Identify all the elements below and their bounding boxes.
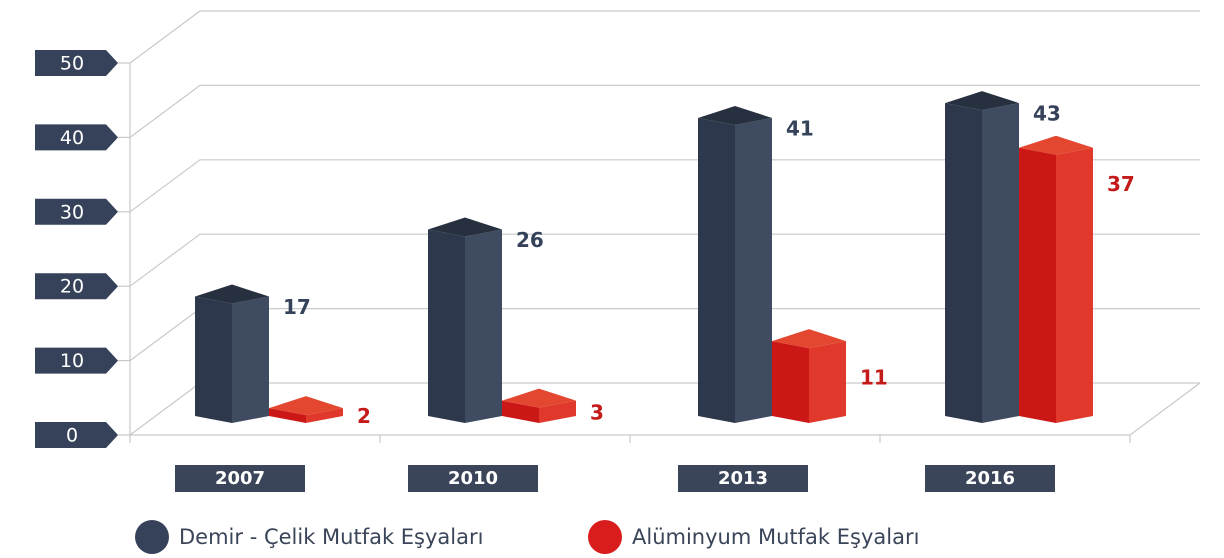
y-tick-label: 50 — [60, 53, 84, 75]
bar-left-face — [698, 117, 735, 424]
value-label: 37 — [1107, 172, 1135, 196]
bar-right-face — [539, 400, 576, 423]
bar-left-face — [195, 296, 232, 423]
bar — [502, 388, 576, 423]
y-tick-label: 20 — [60, 276, 84, 298]
grid-line — [129, 233, 1200, 287]
value-label: 2 — [357, 404, 371, 428]
y-tick-box — [35, 347, 118, 374]
bar-right-face — [982, 103, 1019, 423]
bar-left-face — [945, 103, 982, 423]
value-label: 11 — [860, 366, 888, 390]
bar-right-face — [809, 341, 846, 423]
grid-line — [129, 159, 1200, 213]
y-tick-box — [35, 273, 118, 300]
bar — [772, 329, 846, 423]
bar-right-face — [306, 408, 343, 423]
y-tick-label: 0 — [66, 425, 78, 447]
y-tick-label: 40 — [60, 127, 84, 149]
bar-left-face — [1019, 147, 1056, 423]
bar-right-face — [232, 296, 269, 423]
legend-swatch — [135, 520, 169, 554]
bar-top — [945, 91, 1019, 111]
y-tick-label: 30 — [60, 201, 84, 223]
bar — [1019, 135, 1093, 423]
y-tick-box — [35, 198, 118, 225]
bar-top — [502, 388, 576, 408]
y-tick-box — [35, 50, 118, 76]
category-box — [678, 465, 808, 492]
x-tick-label: 2010 — [448, 468, 498, 489]
x-tick-label: 2007 — [215, 468, 265, 489]
bar — [428, 217, 502, 423]
bar-left-face — [428, 229, 465, 423]
bar-left-face — [502, 400, 539, 423]
value-label: 3 — [590, 400, 604, 424]
bar-top — [698, 105, 772, 125]
bar-top — [772, 329, 846, 349]
bar — [698, 105, 772, 424]
category-box — [408, 465, 538, 492]
y-tick-box — [35, 124, 118, 151]
bar-top — [195, 284, 269, 304]
x-tick-label: 2013 — [718, 468, 768, 489]
value-label: 26 — [516, 228, 544, 252]
bar-top — [1019, 135, 1093, 155]
value-label: 17 — [283, 295, 311, 319]
y-tick-label: 10 — [60, 350, 84, 372]
value-label: 43 — [1033, 102, 1061, 126]
legend-swatch — [588, 520, 622, 554]
grid-line — [129, 84, 1200, 138]
grid-line — [129, 10, 1200, 64]
bar-right-face — [735, 117, 772, 424]
bar-left-face — [269, 408, 306, 423]
bar-left-face — [772, 341, 809, 423]
bar — [269, 396, 343, 423]
legend-label: Demir - Çelik Mutfak Eşyaları — [179, 525, 483, 549]
y-tick-box — [35, 422, 118, 448]
bar — [195, 284, 269, 423]
legend-label: Alüminyum Mutfak Eşyaları — [632, 525, 919, 549]
bar-top — [269, 396, 343, 416]
bar-top — [428, 217, 502, 237]
x-tick-label: 2016 — [965, 468, 1015, 489]
bar-right-face — [465, 229, 502, 423]
bar-right-face — [1056, 147, 1093, 423]
value-label: 41 — [786, 116, 814, 140]
category-box — [925, 465, 1055, 492]
category-box — [175, 465, 305, 492]
bar — [945, 91, 1019, 423]
